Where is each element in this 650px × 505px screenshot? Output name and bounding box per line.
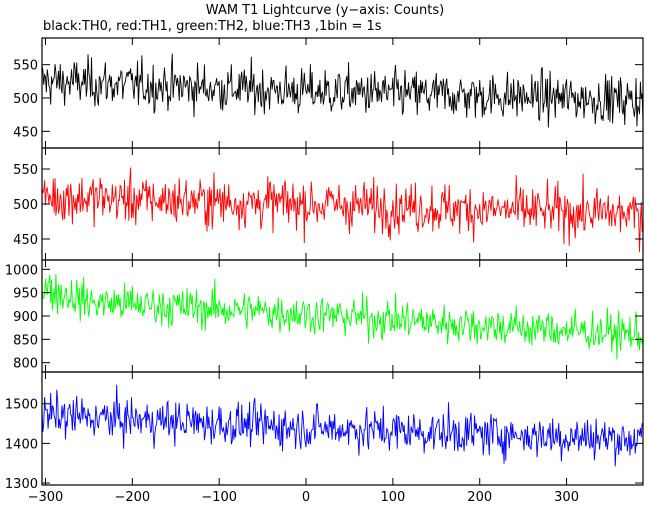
y-tick-label: 550 (13, 59, 38, 74)
series-TH2-line (41, 273, 644, 360)
y-tick-label: 800 (13, 357, 38, 372)
y-tick-label: 500 (13, 92, 38, 107)
y-tick-label: 850 (13, 333, 38, 348)
y-tick-label: 1300 (5, 477, 38, 492)
series-TH1-line (41, 167, 644, 252)
y-tick-label: 1400 (5, 437, 38, 452)
x-tick-label: −100 (201, 490, 237, 505)
x-tick-label: −300 (28, 490, 64, 505)
y-tick-label: 1000 (5, 263, 38, 278)
x-tick-label: 0 (302, 490, 310, 505)
series-TH3-line (41, 384, 644, 467)
chart-subtitle: black:TH0, red:TH1, green:TH2, blue:TH3 … (43, 19, 382, 34)
y-tick-label: 900 (13, 310, 38, 325)
y-tick-label: 550 (13, 163, 38, 178)
chart-title: WAM T1 Lightcurve (y−axis: Counts) (205, 3, 445, 18)
y-tick-label: 450 (13, 125, 38, 140)
y-tick-label: 500 (13, 198, 38, 213)
y-tick-label: 950 (13, 287, 38, 302)
x-tick-label: 100 (380, 490, 405, 505)
y-tick-label: 450 (13, 233, 38, 248)
y-tick-label: 1500 (5, 398, 38, 413)
x-tick-label: −200 (114, 490, 150, 505)
panel-TH3-frame (41, 371, 644, 486)
x-tick-label: 300 (554, 490, 579, 505)
series-TH0-line (41, 53, 644, 128)
x-tick-label: 200 (467, 490, 492, 505)
